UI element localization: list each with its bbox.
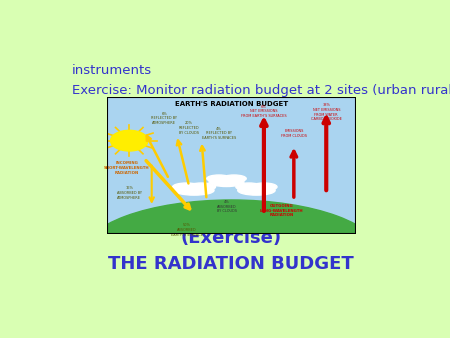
Text: instruments: instruments (72, 64, 152, 77)
Text: Exercise: Monitor radiation budget at 2 sites (urban rural) using: Exercise: Monitor radiation budget at 2 … (72, 83, 450, 97)
Text: THE RADIATION BUDGET: THE RADIATION BUDGET (108, 256, 354, 273)
Text: (Exercise): (Exercise) (180, 230, 281, 247)
